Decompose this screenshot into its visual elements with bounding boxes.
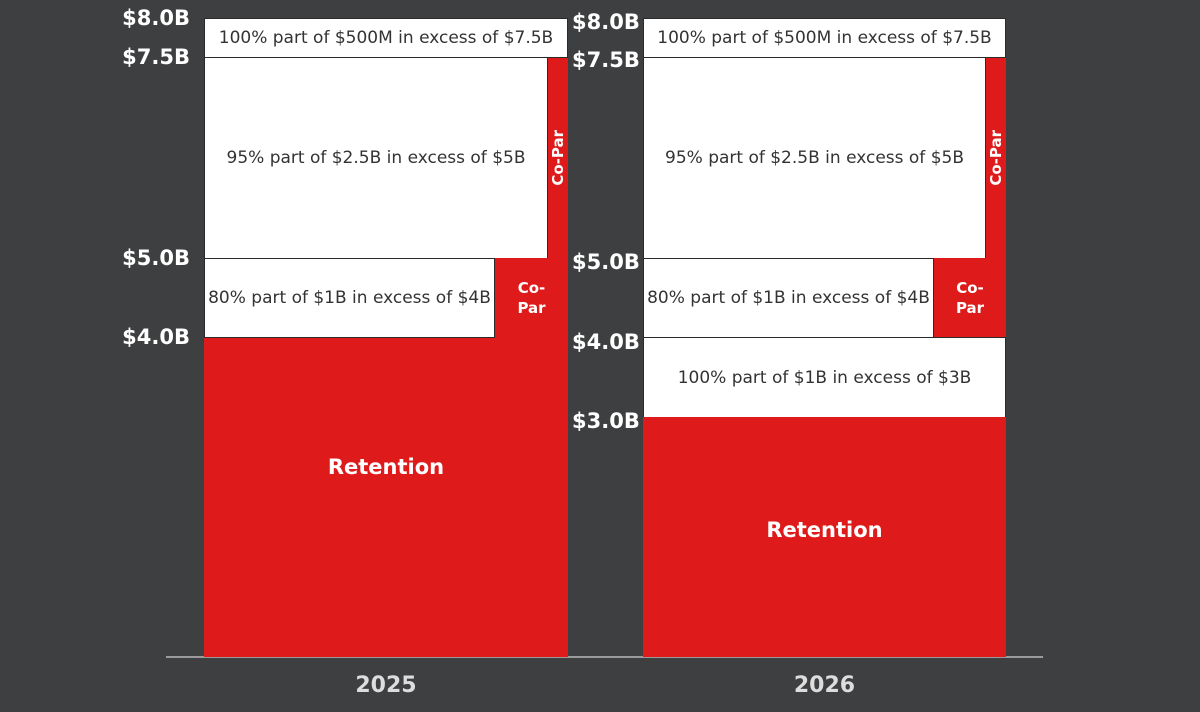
tick-label: $3.0B — [572, 409, 640, 433]
layer-label: Retention — [327, 454, 445, 479]
co-par-label: Co-Par — [549, 130, 567, 186]
co-par-label: Co- — [517, 279, 546, 297]
layer-label: 95% part of $2.5B in excess of $5B — [226, 148, 526, 168]
layer-label: 100% part of $500M in excess of $7.5B — [218, 28, 554, 48]
co-par-label: Co- — [956, 278, 984, 297]
co-par: Co-Par — [986, 58, 1006, 258]
layer: 100% part of $500M in excess of $7.5B — [643, 18, 1006, 58]
layer: 100% part of $500M in excess of $7.5B — [204, 18, 568, 58]
tick-label: $5.0B — [572, 250, 640, 274]
layer-label: Retention — [766, 518, 883, 542]
layer: 80% part of $1B in excess of $4B — [643, 258, 934, 338]
tick-label: $4.0B — [572, 330, 640, 354]
layer-label: 80% part of $1B in excess of $4B — [208, 288, 491, 308]
retention: Retention — [204, 338, 568, 657]
co-par: Co-Par — [934, 258, 1006, 337]
layer-label: 95% part of $2.5B in excess of $5B — [665, 148, 964, 168]
layer: 95% part of $2.5B in excess of $5B — [204, 57, 548, 259]
tick-label: $7.5B — [572, 48, 640, 72]
tick-label: $8.0B — [572, 10, 640, 34]
tick-label: $8.0B — [122, 6, 190, 30]
layer: 95% part of $2.5B in excess of $5B — [643, 57, 986, 259]
layer: 80% part of $1B in excess of $4B — [204, 258, 495, 338]
layer-label: 100% part of $1B in excess of $3B — [677, 367, 972, 388]
co-par-label: Par — [955, 298, 985, 317]
co-par: Co-Par — [548, 58, 568, 258]
retention: Retention — [643, 417, 1006, 657]
baseline — [166, 656, 1043, 658]
co-par-label: Co-Par — [987, 130, 1005, 186]
year-label: 2025 — [355, 673, 417, 698]
co-par-label: Par — [517, 299, 546, 317]
tick-label: $7.5B — [122, 45, 190, 69]
layer: 100% part of $1B in excess of $3B — [643, 337, 1006, 418]
layer-label: 80% part of $1B in excess of $4B — [647, 288, 930, 308]
year-label: 2026 — [793, 673, 856, 698]
co-par: Co- Par — [495, 258, 568, 338]
tick-label: $5.0B — [122, 246, 190, 270]
layer-label: 100% part of $500M in excess of $7.5B — [657, 28, 992, 48]
tick-label: $4.0B — [122, 325, 190, 349]
